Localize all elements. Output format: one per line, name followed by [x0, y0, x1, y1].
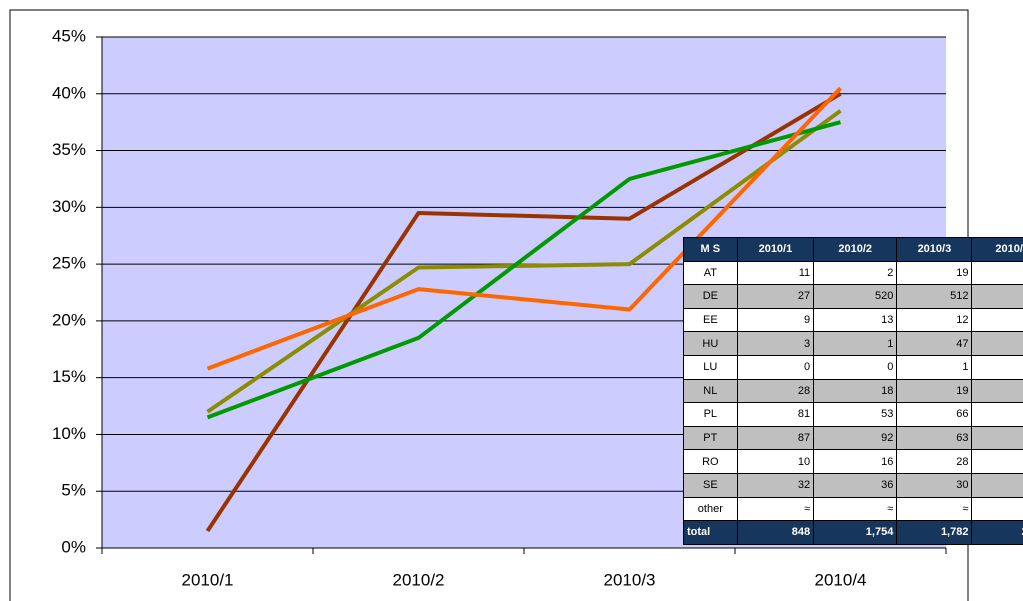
table-cell: 53 [813, 402, 898, 427]
table-cell: NL [683, 378, 738, 404]
table-cell: 13 [813, 307, 898, 333]
table-cell: 23 [971, 307, 1023, 333]
table-row: LU00111 [683, 354, 1023, 380]
table-row: SE323630105 [683, 472, 1023, 498]
table-cell: 848 [736, 520, 815, 545]
table-cell: 2,714 [971, 520, 1023, 545]
series-line [206, 86, 842, 371]
table-cell: 2010/3 [896, 237, 973, 262]
table-cell: 2010/4 [971, 237, 1023, 262]
table-row: PL815366345 [683, 402, 1023, 427]
y-tick-label: 35% [52, 140, 86, 159]
table-cell: 10 [736, 449, 815, 474]
table-cell: 16 [813, 449, 898, 474]
x-tick-label: 2010/3 [604, 570, 656, 589]
data-table: M S2010/12010/22010/32010/4AT1121932DE27… [683, 237, 1023, 545]
y-tick-label: 25% [52, 254, 86, 273]
table-cell: 1 [896, 354, 973, 380]
table-cell: DE [683, 284, 738, 309]
series-line [206, 109, 842, 414]
y-tick-label: 5% [61, 481, 86, 500]
table-cell: 1 [813, 331, 898, 356]
table-cell: 66 [896, 402, 973, 427]
table-cell: 18 [813, 378, 898, 404]
table-cell: ≈ [813, 496, 898, 522]
table-row: AT1121932 [683, 260, 1023, 286]
table-cell: 32 [971, 449, 1023, 474]
table-cell: 11 [971, 354, 1023, 380]
table-cell: 27 [736, 284, 815, 309]
table-cell: 520 [813, 284, 898, 309]
table-cell: 32 [736, 472, 815, 498]
table-cell: 126 [971, 331, 1023, 356]
table-row: PT879263198 [683, 425, 1023, 451]
table-cell: ≈ [736, 496, 815, 522]
series-line [205, 92, 842, 533]
table-cell: EE [683, 307, 738, 333]
table-cell: 1,782 [896, 520, 973, 545]
table-cell: 43 [971, 378, 1023, 404]
y-tick-label: 15% [52, 367, 86, 386]
x-tick-label: 2010/4 [815, 570, 867, 589]
table-cell: 9 [736, 307, 815, 333]
table-row: other≈≈≈≈ [683, 496, 1023, 522]
x-tick-label: 2010/1 [182, 570, 234, 589]
table-row: RO10162832 [683, 449, 1023, 474]
x-tick-label: 2010/2 [393, 570, 445, 589]
table-row: HU3147126 [683, 331, 1023, 356]
table-cell: 1,754 [813, 520, 898, 545]
table-cell: PL [683, 402, 738, 427]
data-table-wrap: M S2010/12010/22010/32010/4AT1121932DE27… [683, 237, 1023, 557]
table-cell: 512 [896, 284, 973, 309]
table-cell: 47 [896, 331, 973, 356]
table-cell: 2010/2 [813, 237, 898, 262]
table-cell: 105 [971, 472, 1023, 498]
table-cell: 0 [813, 354, 898, 380]
table-cell: 92 [813, 425, 898, 451]
table-cell: 81 [736, 402, 815, 427]
table-cell: 63 [896, 425, 973, 451]
table-row: EE9131223 [683, 307, 1023, 333]
y-tick-label: 30% [52, 197, 86, 216]
table-cell: 198 [971, 425, 1023, 451]
table-cell: HU [683, 331, 738, 356]
table-cell: other [683, 496, 738, 522]
table-cell: 345 [971, 402, 1023, 427]
table-cell: 12 [896, 307, 973, 333]
table-row: NL28181943 [683, 378, 1023, 404]
table-cell: 19 [896, 260, 973, 286]
table-cell: total [683, 520, 738, 545]
table-cell: AT [683, 260, 738, 286]
table-cell: 0 [736, 354, 815, 380]
table-cell: 19 [896, 378, 973, 404]
table-cell: LU [683, 354, 738, 380]
y-tick-label: 40% [52, 83, 86, 102]
table-cell: 32 [971, 260, 1023, 286]
y-tick-label: 0% [61, 537, 86, 556]
table-cell: 28 [736, 378, 815, 404]
table-cell: SE [683, 472, 738, 498]
table-cell: 11 [736, 260, 815, 286]
table-row: DE27520512706 [683, 284, 1023, 309]
y-tick-label: 10% [52, 424, 86, 443]
y-tick-label: 45% [52, 26, 86, 45]
table-cell: 30 [896, 472, 973, 498]
table-cell: 706 [971, 284, 1023, 309]
series-line [206, 120, 842, 420]
y-tick-label: 20% [52, 310, 86, 329]
table-cell: 36 [813, 472, 898, 498]
table-cell: ≈ [971, 496, 1023, 522]
table-cell: ≈ [896, 496, 973, 522]
table-cell: 2 [813, 260, 898, 286]
table-cell: M S [683, 237, 738, 262]
table-cell: 3 [736, 331, 815, 356]
table-cell: 2010/1 [736, 237, 815, 262]
table-cell: PT [683, 425, 738, 451]
table-cell: RO [683, 449, 738, 474]
table-cell: 87 [736, 425, 815, 451]
table-cell: 28 [896, 449, 973, 474]
